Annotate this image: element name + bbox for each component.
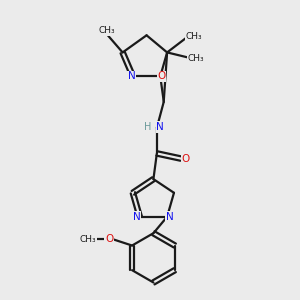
Text: O: O — [158, 71, 166, 81]
Text: CH₃: CH₃ — [188, 54, 204, 63]
Text: CH₃: CH₃ — [185, 32, 202, 41]
Text: N: N — [128, 71, 135, 81]
Text: N: N — [156, 122, 164, 132]
Text: CH₃: CH₃ — [80, 235, 96, 244]
Text: H: H — [144, 122, 151, 132]
Text: N: N — [133, 212, 141, 222]
Text: O: O — [105, 234, 113, 244]
Text: CH₃: CH₃ — [98, 26, 115, 35]
Text: O: O — [182, 154, 190, 164]
Text: N: N — [166, 212, 174, 222]
